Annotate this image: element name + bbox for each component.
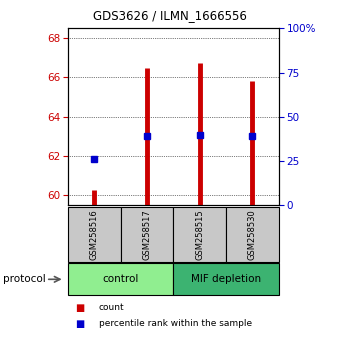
- Text: ■: ■: [75, 319, 84, 329]
- Text: GSM258515: GSM258515: [195, 209, 204, 260]
- Text: GDS3626 / ILMN_1666556: GDS3626 / ILMN_1666556: [93, 9, 247, 22]
- Text: GSM258530: GSM258530: [248, 209, 257, 260]
- Text: GSM258517: GSM258517: [142, 209, 152, 260]
- Text: percentile rank within the sample: percentile rank within the sample: [99, 319, 252, 328]
- Text: count: count: [99, 303, 124, 312]
- Text: GSM258516: GSM258516: [90, 209, 99, 260]
- Text: protocol: protocol: [3, 274, 46, 284]
- Text: MIF depletion: MIF depletion: [191, 274, 261, 284]
- Text: control: control: [103, 274, 139, 284]
- Text: ■: ■: [75, 303, 84, 313]
